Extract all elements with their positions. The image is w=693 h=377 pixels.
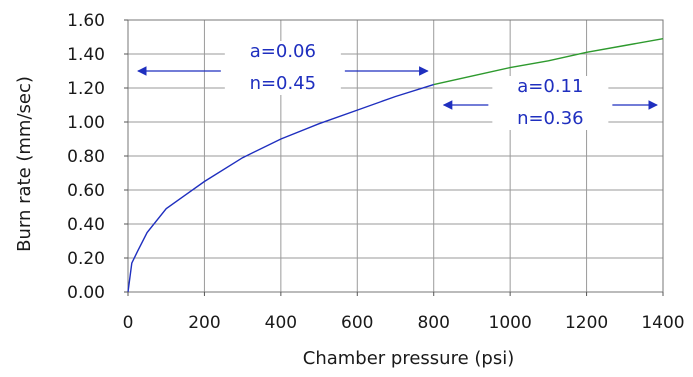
y-axis-ticks: 0.00 0.20 0.40 0.60 0.80 1.00 1.20 1.40 1.60 bbox=[67, 11, 128, 303]
annotation-a: a=0.11 bbox=[517, 76, 583, 97]
x-tick-label: 600 bbox=[341, 313, 373, 333]
annotation-n: n=0.45 bbox=[250, 73, 317, 94]
x-tick-label: 800 bbox=[417, 313, 449, 333]
annotation-bg bbox=[492, 76, 609, 130]
series-line-2 bbox=[433, 38, 664, 86]
x-tick-label: 1200 bbox=[565, 313, 608, 333]
x-tick-label: 400 bbox=[265, 313, 297, 333]
y-tick-label: 0.60 bbox=[67, 181, 105, 201]
y-tick-label: 1.40 bbox=[67, 45, 105, 65]
annotation-n: n=0.36 bbox=[517, 108, 584, 129]
x-tick-label: 1400 bbox=[641, 313, 684, 333]
annotations-group: a=0.06 n=0.45 a=0.11 n=0.36 bbox=[137, 41, 658, 130]
y-tick-label: 0.80 bbox=[67, 147, 105, 167]
y-tick-label: 0.20 bbox=[67, 249, 105, 269]
series-line-1 bbox=[127, 83, 434, 293]
y-tick-label: 1.20 bbox=[67, 79, 105, 99]
x-tick-label: 1000 bbox=[489, 313, 532, 333]
annotation-bg bbox=[224, 41, 341, 95]
y-tick-label: 0.40 bbox=[67, 215, 105, 235]
x-axis-ticks: 0 200 400 600 800 1000 1200 1400 bbox=[123, 292, 685, 333]
x-tick-label: 200 bbox=[188, 313, 220, 333]
annotation-a: a=0.06 bbox=[250, 41, 316, 62]
y-tick-label: 0.00 bbox=[67, 283, 105, 303]
y-axis-label: Burn rate (mm/sec) bbox=[14, 76, 35, 252]
x-tick-label: 0 bbox=[123, 313, 134, 333]
y-tick-label: 1.60 bbox=[67, 11, 105, 31]
series-group bbox=[127, 38, 664, 293]
x-axis-label: Chamber pressure (psi) bbox=[303, 348, 514, 369]
grid-lines bbox=[127, 19, 664, 293]
y-tick-label: 1.00 bbox=[67, 113, 105, 133]
